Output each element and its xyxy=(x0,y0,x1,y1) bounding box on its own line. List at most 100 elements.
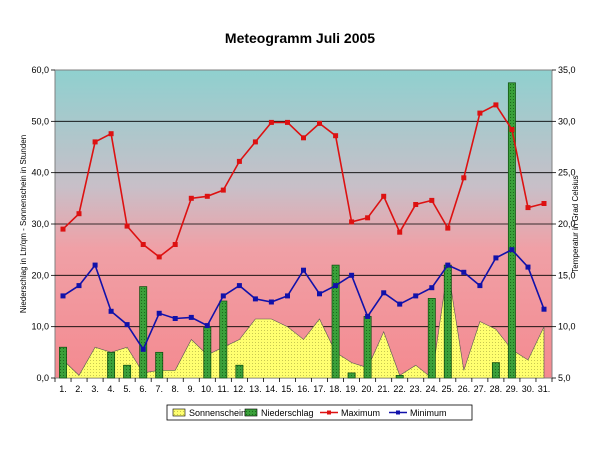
minimum-line-group xyxy=(60,247,547,352)
maximum-point xyxy=(124,223,130,229)
precipitation-bar xyxy=(507,82,516,379)
minimum-point xyxy=(108,308,114,314)
precipitation-bar xyxy=(203,326,212,379)
maximum-point xyxy=(333,133,339,139)
maximum-point xyxy=(285,119,290,125)
y-right-tick-label: 15,0 xyxy=(558,270,576,280)
y-right-tick-label: 35,0 xyxy=(558,65,576,75)
x-tick-label: 17. xyxy=(313,384,326,394)
maximum-point xyxy=(349,219,355,225)
x-tick-label: 1. xyxy=(59,384,67,394)
maximum-point xyxy=(445,225,451,231)
maximum-point xyxy=(477,110,483,116)
minimum-point xyxy=(525,264,531,270)
x-tick-label: 5. xyxy=(123,384,131,394)
x-tick-label: 23. xyxy=(409,384,422,394)
maximum-point xyxy=(108,131,114,137)
maximum-point xyxy=(252,139,258,145)
x-tick-label: 28. xyxy=(490,384,503,394)
minimum-point xyxy=(188,314,194,320)
minimum-point xyxy=(76,283,82,289)
x-tick-label: 13. xyxy=(249,384,262,394)
precipitation-bar xyxy=(123,364,132,379)
precipitation-bar xyxy=(219,300,228,379)
y-right-tick-label: 20,0 xyxy=(558,219,576,229)
maximum-point xyxy=(172,242,178,247)
x-tick-label: 20. xyxy=(361,384,374,394)
x-tick-label: 9. xyxy=(188,384,196,394)
x-tick-label: 15. xyxy=(281,384,294,394)
precipitation-bar xyxy=(139,286,148,379)
minimum-point xyxy=(461,269,467,275)
y-left-tick-label: 20,0 xyxy=(31,270,49,280)
maximum-point xyxy=(541,201,547,206)
maximum-point xyxy=(301,135,306,141)
maximum-point xyxy=(76,211,82,217)
axes: 0,0 10,0 20,0 30,0 40,0 50,0 60,0 5,0 10,0 15,0 20… xyxy=(31,65,575,394)
maximum-line-group xyxy=(60,102,547,260)
precipitation-bar xyxy=(235,364,244,379)
legend-marker-maximum xyxy=(327,410,331,415)
minimum-point xyxy=(365,313,371,319)
precipitation-bar xyxy=(107,351,116,379)
minimum-point xyxy=(413,293,419,299)
legend-label-minimum: Minimum xyxy=(410,408,447,418)
minimum-point xyxy=(317,291,322,297)
x-tick-label: 12. xyxy=(233,384,246,394)
y-left-tick-label: 40,0 xyxy=(31,168,49,178)
maximum-point xyxy=(493,102,499,108)
y-right-tick-label: 10,0 xyxy=(558,322,576,332)
minimum-point xyxy=(268,299,274,305)
x-tick-label: 18. xyxy=(329,384,342,394)
precipitation-bar xyxy=(427,298,436,379)
minimum-point xyxy=(92,262,98,268)
x-tick-label: 24. xyxy=(426,384,439,394)
x-tick-label: 21. xyxy=(377,384,390,394)
y-left-tick-label: 0,0 xyxy=(36,373,49,383)
y-left-tick-label: 60,0 xyxy=(31,65,49,75)
minimum-point xyxy=(541,306,547,312)
y-axis-label-left: Niederschlag in Ltr/qm - Sonnenschein in… xyxy=(19,135,28,313)
minimum-point xyxy=(333,283,339,289)
precipitation-bar xyxy=(59,346,67,379)
y-right-tick-label: 25,0 xyxy=(558,168,576,178)
minimum-point xyxy=(397,301,403,307)
minimum-point xyxy=(445,262,451,268)
minimum-point xyxy=(381,290,387,296)
minimum-point xyxy=(252,296,258,302)
minimum-point xyxy=(172,316,178,321)
x-tick-label: 29. xyxy=(506,384,519,394)
precipitation-bar xyxy=(443,264,452,379)
maximum-point xyxy=(220,187,226,193)
x-tick-label: 3. xyxy=(91,384,99,394)
minimum-point xyxy=(477,283,483,289)
x-tick-label: 31. xyxy=(538,384,551,394)
minimum-point xyxy=(124,322,130,328)
x-tick-label: 26. xyxy=(458,384,471,394)
x-tick-label: 14. xyxy=(265,384,278,394)
minimum-point xyxy=(349,272,355,278)
minimum-point xyxy=(140,346,146,352)
legend: Sonnenschein Niederschlag Maximum Minimu… xyxy=(166,404,473,421)
minimum-point xyxy=(493,255,499,261)
x-tick-label: 30. xyxy=(522,384,535,394)
chart-title: Meteogramm Juli 2005 xyxy=(225,30,375,46)
maximum-point xyxy=(92,139,98,145)
precipitation-bar xyxy=(347,372,356,379)
legend-swatch-precipitation xyxy=(244,408,258,417)
minimum-point xyxy=(429,285,435,291)
minimum-point xyxy=(204,323,210,329)
minimum-point xyxy=(236,283,242,289)
maximum-point xyxy=(188,195,194,201)
legend-box xyxy=(166,404,473,421)
legend-label-sunshine: Sonnenschein xyxy=(189,408,246,418)
maximum-point xyxy=(236,158,242,164)
maximum-point xyxy=(381,193,387,199)
precipitation-bar xyxy=(363,316,372,379)
y-left-tick-label: 10,0 xyxy=(31,322,49,332)
x-tick-label: 27. xyxy=(474,384,487,394)
y-left-tick-label: 50,0 xyxy=(31,116,49,126)
x-tick-label: 7. xyxy=(155,384,163,394)
maximum-point xyxy=(204,193,210,199)
